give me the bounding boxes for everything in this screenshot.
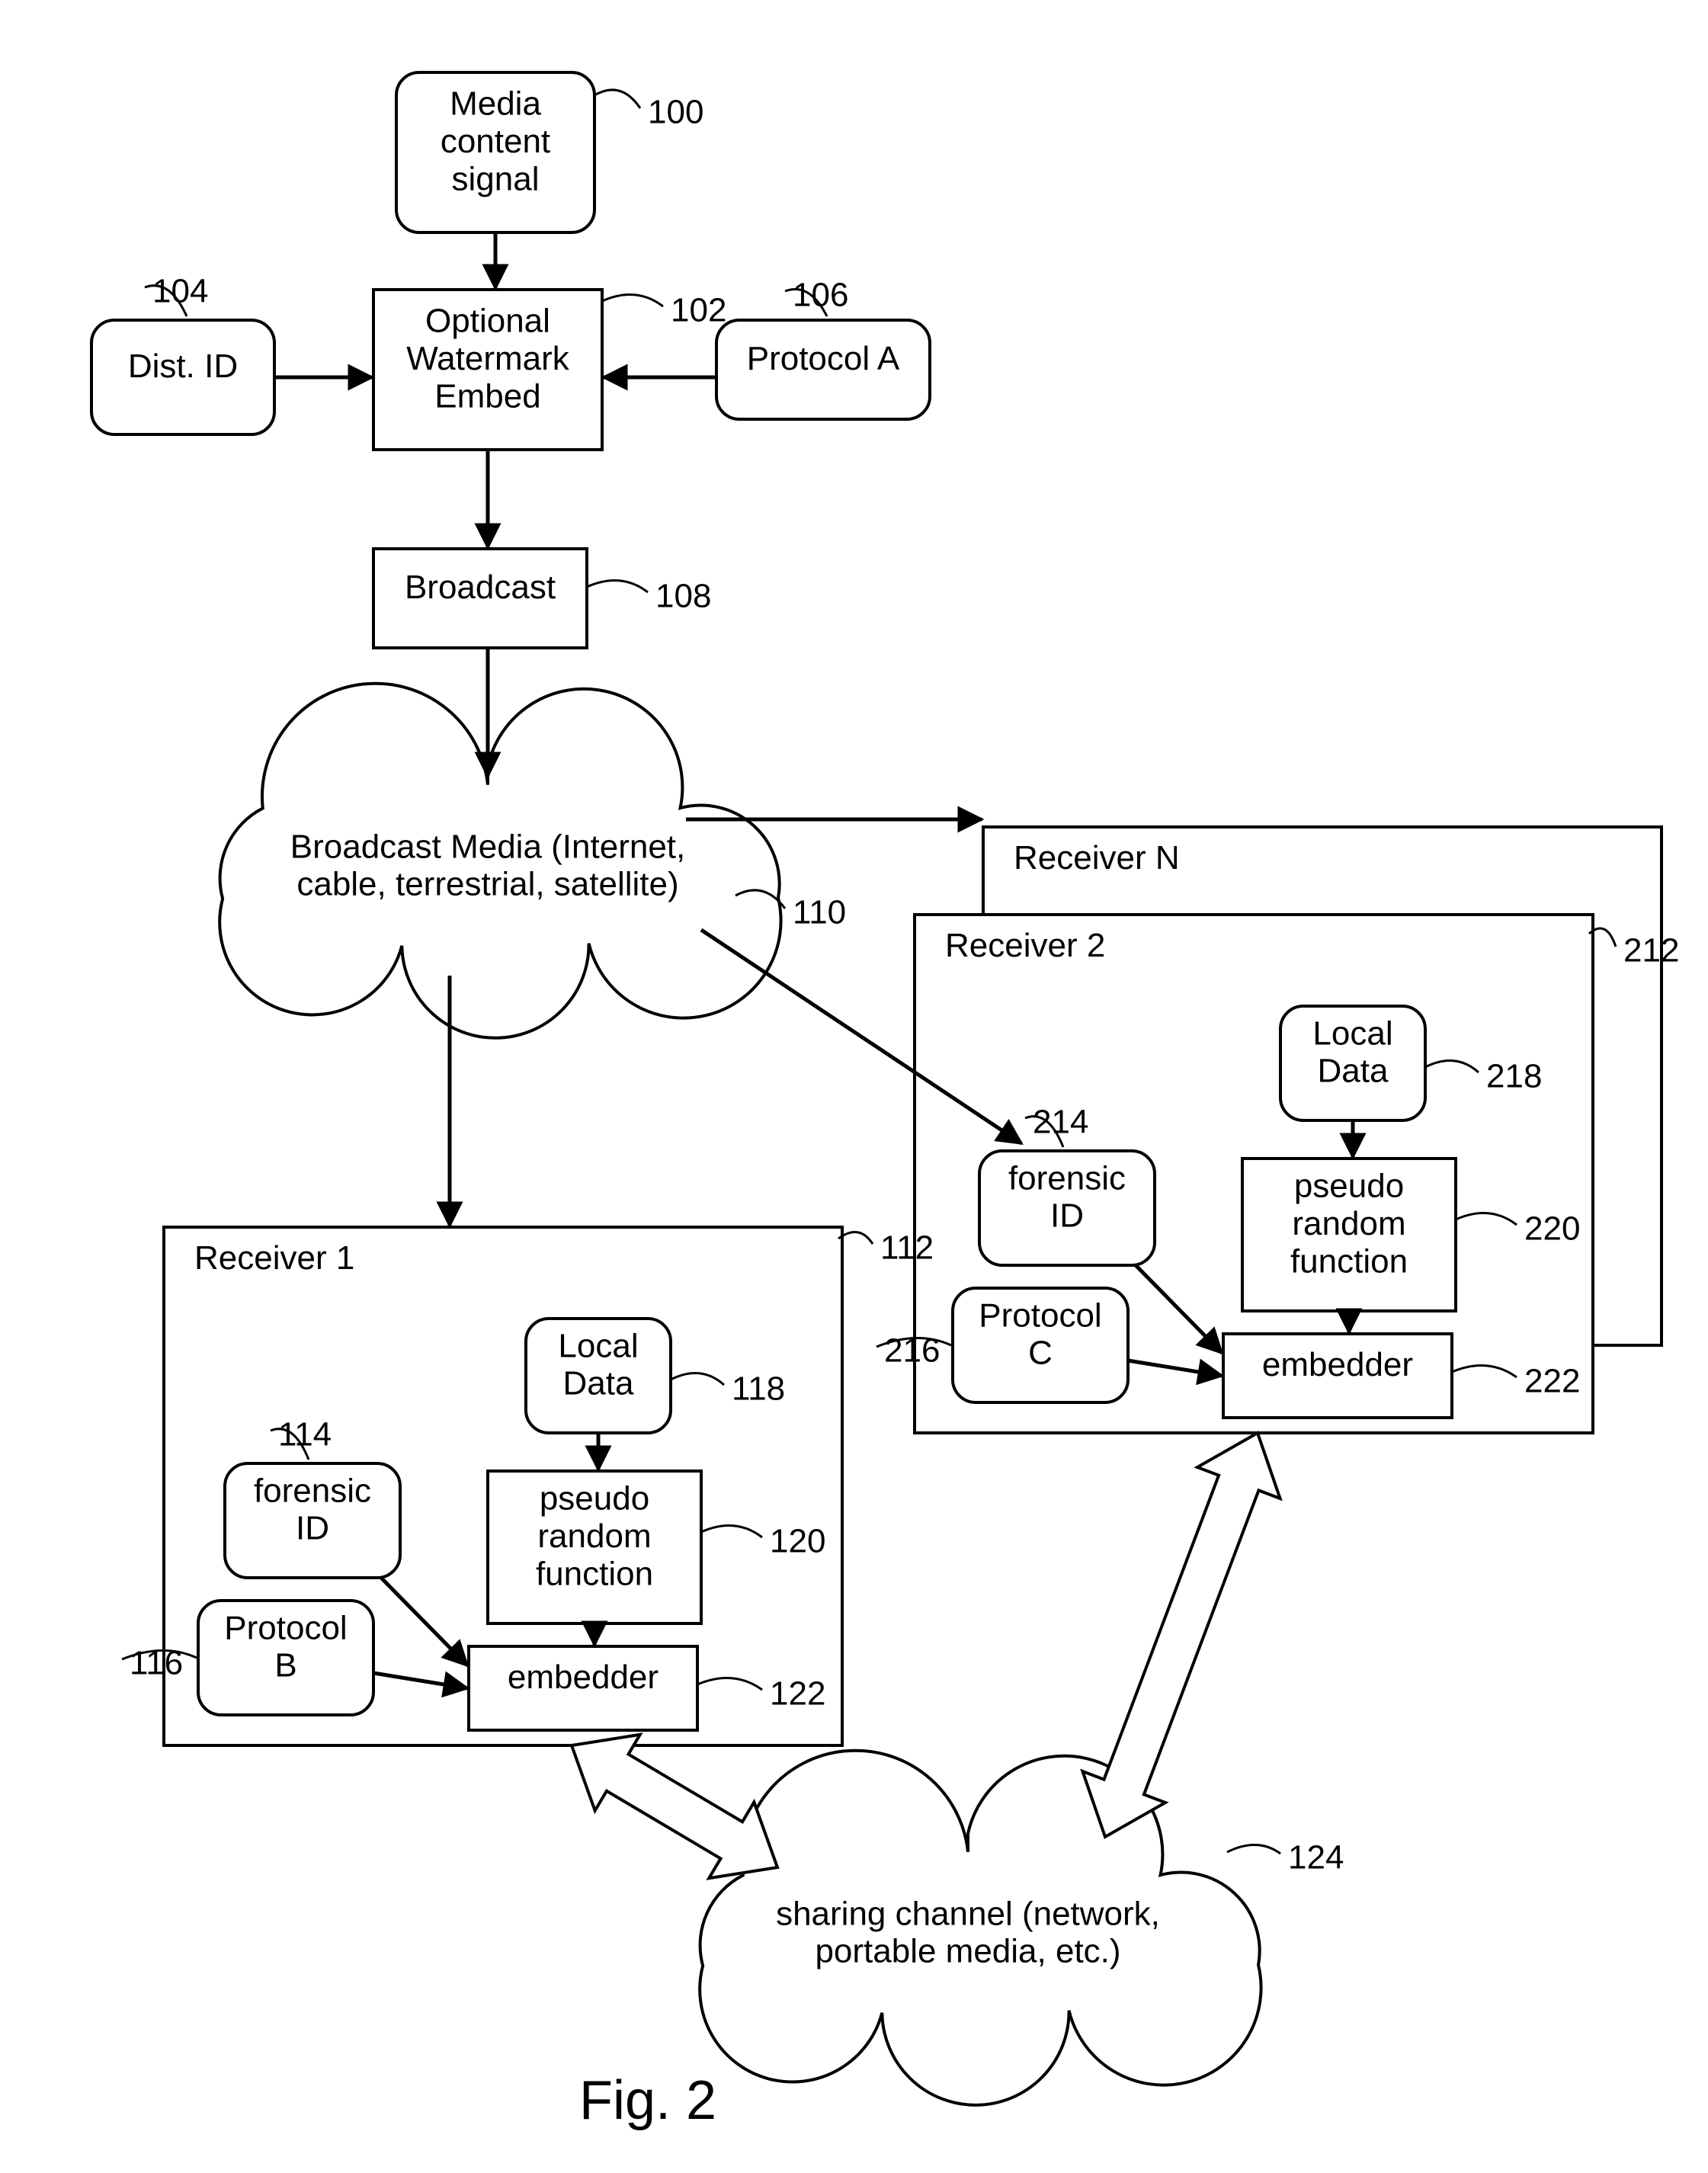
ref-r1_emb: 122 <box>770 1675 825 1713</box>
ref-rec2: 212 <box>1623 932 1679 970</box>
label-rec1: Receiver 1 <box>194 1239 354 1277</box>
label-bcast: Broadcast <box>405 569 556 606</box>
diagram-canvas: Receiver N Receiver 2 Receiver 1 Broadcast … <box>0 0 1708 2173</box>
ref-bcast: 108 <box>655 578 711 615</box>
ref-embed: 102 <box>671 292 726 329</box>
ref-r1_prf: 120 <box>770 1523 825 1560</box>
ref-leader-embed <box>602 294 663 306</box>
ref-leader-cloud2 <box>1227 1844 1280 1854</box>
label-rec2: Receiver 2 <box>945 927 1105 964</box>
label-r2_prf: pseudorandomfunction <box>1290 1168 1408 1280</box>
ref-r1_prot: 116 <box>130 1645 183 1682</box>
label-cloud1: Broadcast Media (Internet,cable, terrest… <box>290 828 685 902</box>
label-r1_prf: pseudorandomfunction <box>536 1480 653 1593</box>
ref-r1_ld: 118 <box>732 1370 785 1408</box>
ref-r1_fid: 114 <box>278 1416 332 1453</box>
ref-rec1: 112 <box>880 1229 934 1267</box>
label-media: Mediacontentsignal <box>441 85 550 198</box>
label-r2_ld: LocalData <box>1312 1014 1392 1089</box>
ref-cloud2: 124 <box>1288 1839 1344 1877</box>
label-distid: Dist. ID <box>128 348 238 385</box>
ref-protA: 106 <box>793 277 848 314</box>
ref-r2_prf: 220 <box>1524 1210 1580 1248</box>
label-r2_emb: embedder <box>1262 1346 1413 1383</box>
figure-caption: Fig. 2 <box>579 2070 716 2131</box>
label-r1_ld: LocalData <box>558 1327 638 1402</box>
ref-r2_prot: 216 <box>884 1332 940 1370</box>
double-arrow-rec1-cloud2 <box>572 1735 777 1878</box>
ref-r2_ld: 218 <box>1486 1058 1542 1095</box>
label-cloud2: sharing channel (network,portable media,… <box>776 1895 1160 1969</box>
ref-cloud1: 110 <box>793 894 846 931</box>
ref-leader-media <box>594 90 640 108</box>
double-arrow-rec2-cloud2 <box>1082 1433 1280 1837</box>
ref-leader-bcast <box>587 580 648 592</box>
ref-r2_emb: 222 <box>1524 1363 1580 1400</box>
label-recN: Receiver N <box>1014 839 1180 877</box>
ref-distid: 104 <box>152 273 208 310</box>
label-protA: Protocol A <box>747 340 900 377</box>
ref-media: 100 <box>648 94 703 131</box>
ref-r2_fid: 214 <box>1033 1104 1088 1141</box>
label-r1_emb: embedder <box>508 1659 659 1696</box>
